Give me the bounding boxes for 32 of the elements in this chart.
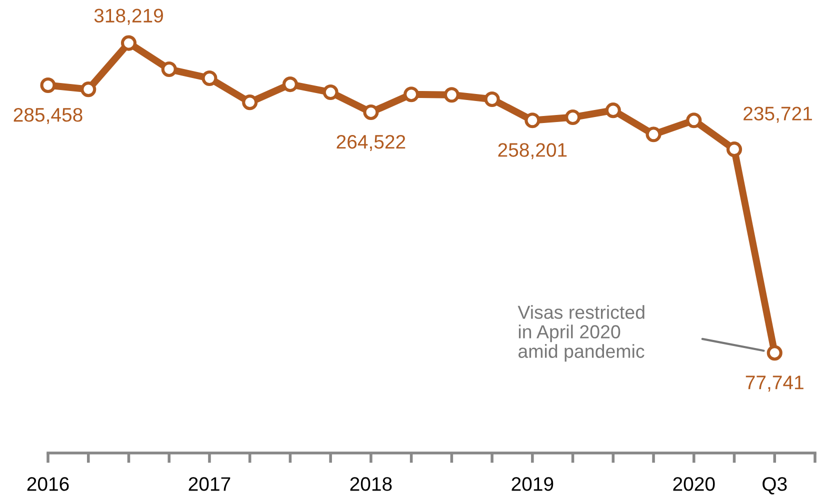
point — [40, 77, 56, 94]
data-label: 318,219 — [94, 8, 163, 25]
point — [766, 345, 782, 361]
x-tick-label: 2020 — [673, 477, 715, 491]
annotation: Visas restricted in April 2020 amid pandemic — [518, 305, 644, 362]
x-tick-label: 2019 — [512, 477, 554, 491]
x-tick-label: 2018 — [350, 477, 392, 491]
data-label: 264,522 — [336, 134, 406, 152]
point — [282, 76, 298, 92]
x-tick-label: Q3 — [762, 477, 787, 494]
x-tick-label: 2016 — [27, 477, 69, 491]
point — [80, 82, 96, 98]
data-label: 235,721 — [744, 106, 812, 123]
point — [484, 91, 500, 108]
x-tick-label: 2017 — [188, 477, 230, 491]
point — [726, 142, 742, 158]
point — [524, 112, 540, 128]
point — [120, 35, 137, 51]
data-label: 77,741 — [746, 376, 804, 392]
point — [404, 86, 420, 102]
point — [646, 126, 662, 142]
point — [565, 109, 581, 126]
point — [605, 102, 621, 118]
point — [202, 70, 218, 86]
point — [686, 112, 702, 128]
point — [322, 84, 338, 100]
point — [242, 94, 258, 110]
data-label: 285,458 — [14, 108, 82, 124]
data-label: 258,201 — [498, 143, 567, 160]
point — [363, 104, 379, 120]
point — [444, 87, 460, 103]
point — [161, 61, 177, 77]
